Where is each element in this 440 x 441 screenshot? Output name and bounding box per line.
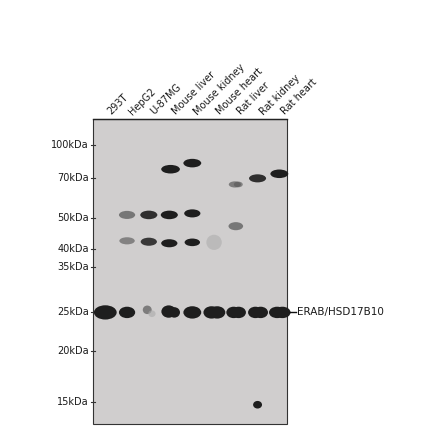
Ellipse shape (203, 306, 220, 318)
Ellipse shape (169, 307, 180, 318)
Ellipse shape (206, 235, 222, 250)
Text: Mouse heart: Mouse heart (214, 67, 264, 117)
Ellipse shape (209, 306, 225, 318)
Ellipse shape (249, 174, 266, 183)
Text: 100kDa: 100kDa (51, 140, 89, 150)
Ellipse shape (102, 307, 112, 315)
Ellipse shape (185, 239, 200, 246)
Ellipse shape (161, 239, 177, 247)
Ellipse shape (226, 306, 241, 318)
Text: 25kDa: 25kDa (57, 307, 89, 318)
Text: Rat kidney: Rat kidney (257, 73, 301, 117)
Ellipse shape (94, 305, 117, 320)
Ellipse shape (231, 306, 246, 318)
Text: 20kDa: 20kDa (57, 346, 89, 356)
Ellipse shape (161, 165, 180, 173)
Text: Rat heart: Rat heart (279, 77, 319, 117)
Text: Mouse kidney: Mouse kidney (192, 62, 247, 117)
Ellipse shape (234, 182, 243, 187)
Ellipse shape (119, 211, 135, 219)
Text: 40kDa: 40kDa (57, 244, 89, 254)
Text: 50kDa: 50kDa (57, 213, 89, 223)
Ellipse shape (161, 211, 178, 219)
Ellipse shape (140, 211, 158, 219)
Text: 35kDa: 35kDa (57, 262, 89, 272)
Text: U-87MG: U-87MG (149, 82, 183, 117)
Ellipse shape (143, 306, 152, 314)
Text: 15kDa: 15kDa (57, 397, 89, 407)
Text: 70kDa: 70kDa (57, 173, 89, 183)
Ellipse shape (119, 306, 135, 318)
Text: ERAB/HSD17B10: ERAB/HSD17B10 (297, 307, 384, 318)
Ellipse shape (253, 401, 262, 408)
Ellipse shape (148, 310, 156, 317)
Text: Rat liver: Rat liver (236, 81, 272, 117)
Bar (93, 119, 287, 424)
Ellipse shape (228, 222, 243, 230)
Text: Mouse liver: Mouse liver (171, 70, 217, 117)
Ellipse shape (119, 237, 135, 244)
Ellipse shape (274, 306, 290, 318)
Ellipse shape (161, 305, 176, 318)
Ellipse shape (253, 306, 268, 318)
Ellipse shape (248, 306, 263, 318)
Ellipse shape (229, 181, 241, 187)
Text: 293T: 293T (105, 93, 130, 117)
Ellipse shape (269, 306, 285, 318)
Ellipse shape (183, 159, 201, 168)
Ellipse shape (141, 238, 157, 246)
Ellipse shape (270, 169, 288, 178)
Ellipse shape (184, 209, 201, 217)
Ellipse shape (183, 306, 201, 318)
Text: HepG2: HepG2 (127, 86, 158, 117)
